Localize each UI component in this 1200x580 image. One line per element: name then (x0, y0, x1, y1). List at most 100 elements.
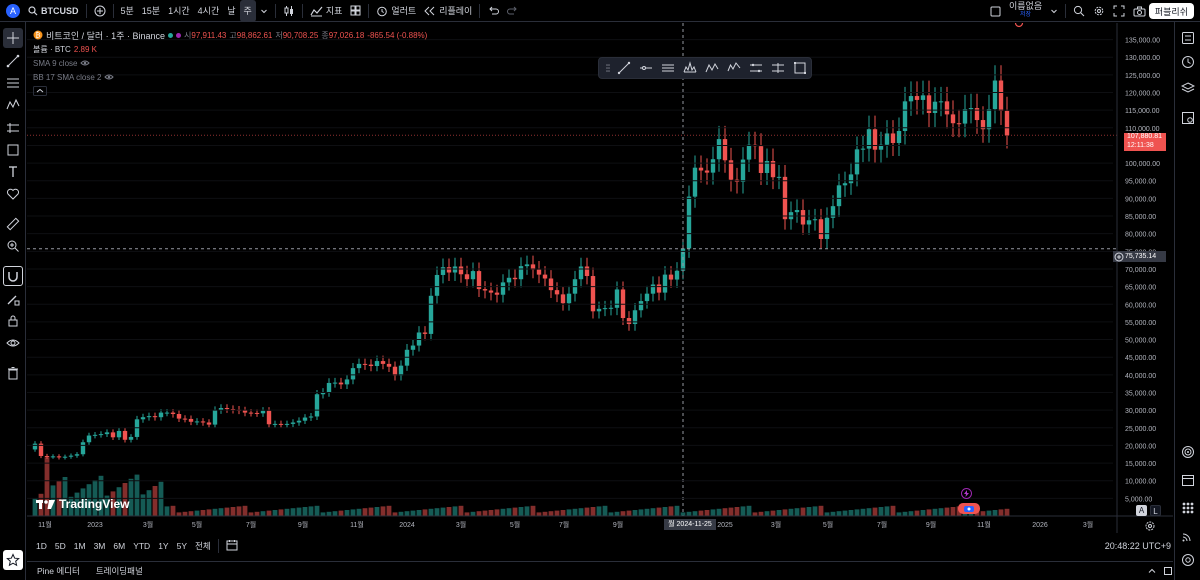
calendar-button[interactable] (1178, 470, 1198, 490)
range-3m[interactable]: 3M (93, 541, 106, 551)
magnet-tool[interactable] (3, 266, 23, 286)
fullscreen-button[interactable] (1109, 0, 1129, 22)
streams-button[interactable] (1178, 526, 1198, 546)
price-chart[interactable]: 135,000.00 130,000.00 125,000.00 120,000.00… (27, 23, 1173, 533)
interval-dropdown-button[interactable] (256, 0, 272, 22)
text-tool[interactable] (3, 162, 23, 182)
scale-mode-auto[interactable]: A (1136, 505, 1147, 516)
pattern-tool[interactable] (3, 95, 23, 115)
fib-tool[interactable] (3, 73, 23, 93)
chevron-up-icon[interactable] (1147, 566, 1157, 576)
redo-button[interactable] (503, 0, 523, 22)
event-marker[interactable] (961, 488, 972, 499)
volume-legend-row[interactable]: 볼륨 · BTC 2.89 K (33, 42, 430, 56)
range-all[interactable]: 전체 (195, 541, 211, 551)
favorites-tool[interactable] (3, 550, 23, 570)
range-6m[interactable]: 6M (113, 541, 126, 551)
indicators-button[interactable]: 지표 (306, 0, 347, 22)
bb-legend-row[interactable]: BB 17 SMA close 2 (33, 70, 430, 84)
icon-tool[interactable] (3, 184, 23, 204)
compare-symbol-button[interactable] (90, 0, 110, 22)
layout-checkbox[interactable] (986, 0, 1005, 22)
xabcd-pattern-icon[interactable] (701, 59, 723, 77)
replay-button[interactable]: 리플레이 (420, 0, 476, 22)
collapse-legend-button[interactable] (33, 84, 430, 98)
candle-body (98, 434, 104, 436)
interval-1h[interactable]: 1시간 (168, 6, 190, 16)
horizontal-ray-icon[interactable] (635, 59, 657, 77)
layout-name-button[interactable]: 이름없음 저장 (1005, 0, 1046, 22)
range-1d[interactable]: 1D (36, 541, 47, 551)
layouts-button[interactable] (346, 0, 365, 22)
crosshair-tool[interactable] (3, 28, 23, 48)
data-window-button[interactable] (1178, 108, 1198, 128)
time-axis-settings-button[interactable] (1144, 519, 1156, 531)
settings-button[interactable] (1089, 0, 1109, 22)
alert-button[interactable]: 얼러트 (372, 0, 420, 22)
lock-tool[interactable] (3, 311, 23, 331)
volume-bar (44, 457, 50, 516)
symbol-search-button[interactable]: BTCUSD (24, 0, 83, 22)
signals-button[interactable] (1178, 442, 1198, 462)
interval-4h[interactable]: 4시간 (197, 6, 220, 16)
quick-search-button[interactable] (1069, 0, 1089, 22)
rectangle-icon[interactable] (789, 59, 811, 77)
interval-week[interactable]: 주 (239, 0, 256, 22)
text-icon (9, 166, 17, 177)
hide-tool[interactable] (3, 333, 23, 353)
undo-button[interactable] (483, 0, 503, 22)
layers-button[interactable] (1178, 78, 1198, 98)
range-ytd[interactable]: YTD (133, 541, 151, 551)
earnings-marker[interactable] (958, 503, 980, 514)
volume-bar (752, 512, 758, 516)
fib-channel-icon[interactable] (745, 59, 767, 77)
help-button[interactable] (1178, 550, 1198, 570)
range-1y[interactable]: 1Y (158, 541, 169, 551)
trendline-icon[interactable] (613, 59, 635, 77)
snapshot-button[interactable] (1129, 0, 1150, 22)
maximize-icon[interactable] (1163, 566, 1173, 576)
volume-bar (374, 507, 380, 516)
elliott-wave-icon[interactable] (723, 59, 745, 77)
interval-5m[interactable]: 5분 (120, 6, 134, 16)
head-shoulders-icon[interactable] (679, 59, 701, 77)
candle-body (272, 423, 278, 425)
avatar[interactable]: A (6, 3, 20, 18)
interval-15m[interactable]: 15분 (141, 6, 161, 16)
chart-type-button[interactable] (279, 0, 299, 22)
watchlist-button[interactable] (1178, 28, 1198, 48)
price-tick-label: 50,000.00 (1125, 338, 1156, 345)
tab-trading-panel[interactable]: 트레이딩패널 (95, 566, 143, 576)
range-5y[interactable]: 5Y (176, 541, 187, 551)
publish-button[interactable]: 퍼블리쉬 (1148, 3, 1194, 19)
layout-dropdown-button[interactable] (1046, 0, 1062, 22)
drag-handle-icon[interactable] (603, 59, 613, 77)
alerts-panel-button[interactable] (1178, 52, 1198, 72)
remove-tool[interactable] (3, 363, 23, 383)
sma-legend-row[interactable]: SMA 9 close (33, 56, 430, 70)
tab-pine-editor[interactable]: Pine 에디터 (37, 566, 80, 576)
interval-day[interactable]: 날 (227, 6, 236, 16)
utc-clock[interactable]: 20:48:22 UTC+9 (1104, 541, 1171, 551)
candle-body (806, 220, 812, 225)
trendline-tool[interactable] (3, 51, 23, 71)
eye-off-icon[interactable] (104, 73, 115, 81)
add-alert-icon[interactable] (1114, 252, 1124, 262)
scale-mode-log[interactable]: L (1150, 505, 1161, 516)
zoom-tool[interactable] (3, 236, 23, 256)
draw-mode-tool[interactable] (3, 289, 23, 309)
current-price: 107,880.81 (1127, 133, 1163, 140)
range-5d[interactable]: 5D (54, 541, 66, 551)
apps-button[interactable] (1178, 498, 1198, 518)
parallel-channel-icon[interactable] (657, 59, 679, 77)
candle-body (164, 412, 170, 414)
eye-off-icon[interactable] (80, 59, 91, 67)
change-value: -865.54 (-0.88%) (367, 30, 428, 40)
date-range-icon[interactable] (767, 59, 789, 77)
range-1m[interactable]: 1M (73, 541, 86, 551)
shape-tool[interactable] (3, 140, 23, 160)
go-to-date-button[interactable] (222, 539, 242, 553)
prediction-tool[interactable] (3, 118, 23, 138)
measure-tool[interactable] (3, 214, 23, 234)
